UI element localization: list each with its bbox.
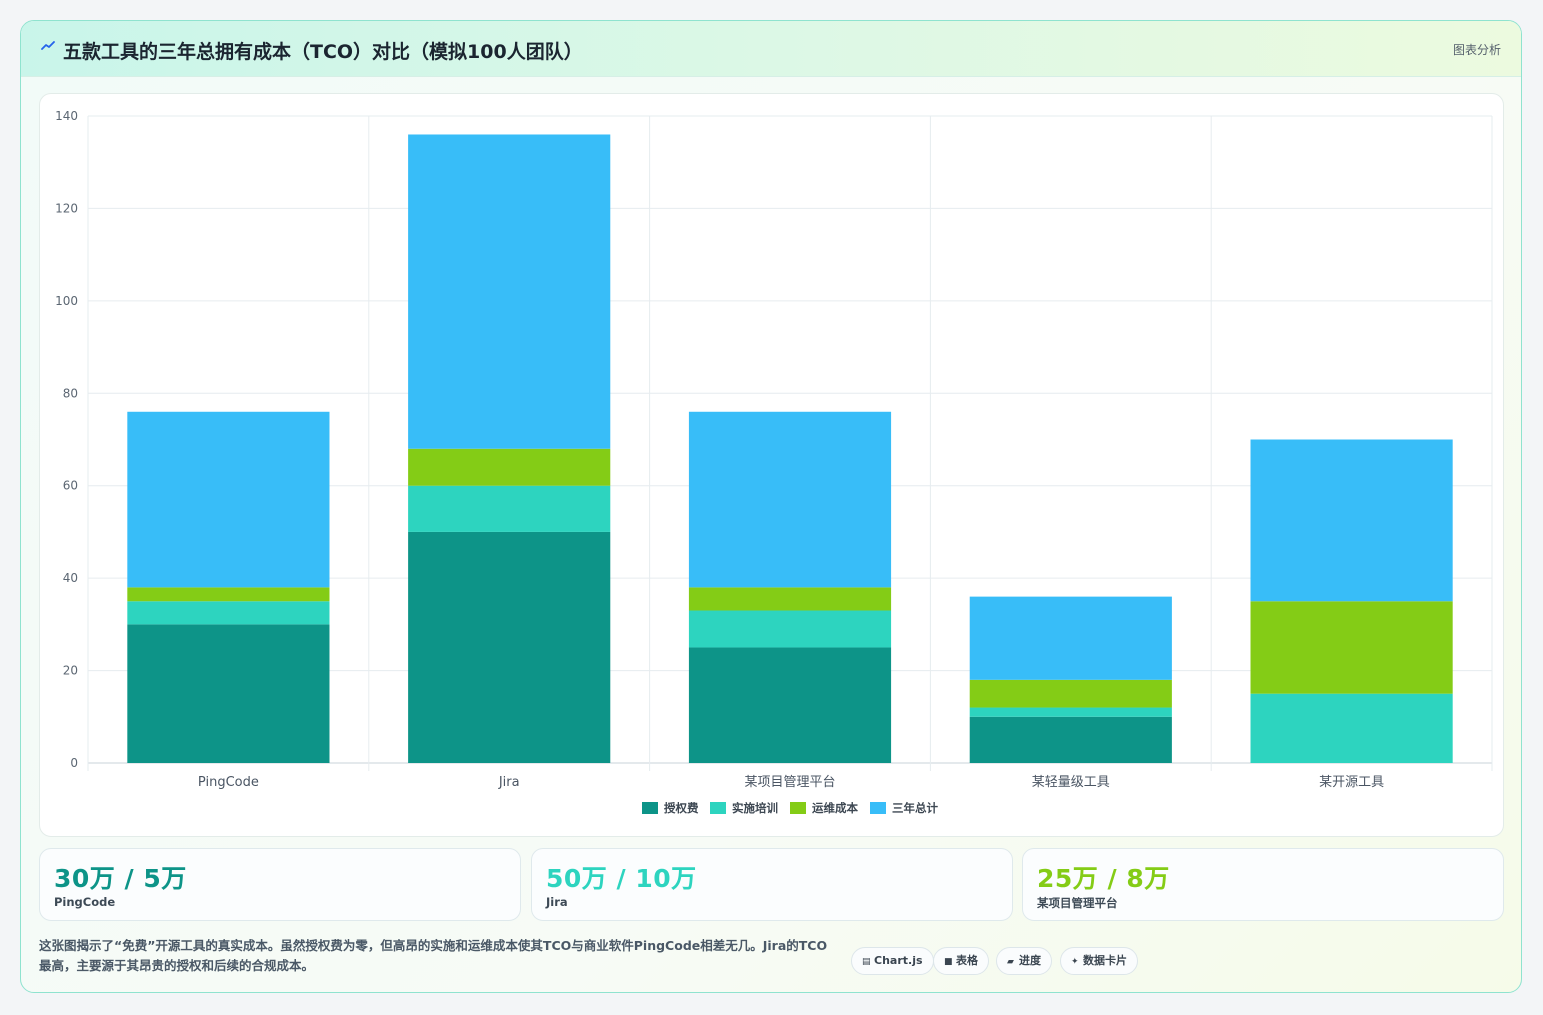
stacked-bar-chart: 0 20 40 60 80 100 120 140 PingCode Jira 某项目管理平台 某轻量… [55, 109, 1493, 815]
bar-segment [127, 411, 330, 588]
y-tick-label: 40 [63, 571, 78, 585]
bar-segment [127, 601, 330, 625]
chip-label: Chart.js [874, 954, 923, 967]
bar-segment [1250, 439, 1453, 602]
chart-insight-note: 这张图揭示了“免费”开源工具的真实成本。虽然授权费为零，但高昂的实施和运维成本使… [39, 938, 828, 973]
legend-label: 运维成本 [812, 801, 858, 815]
chart-analysis-tag: 图表分析 [1452, 43, 1501, 57]
y-tick-label: 20 [63, 664, 78, 678]
x-tick-label: PingCode [198, 775, 259, 790]
chip-table[interactable]: ■ 表格 [933, 947, 989, 975]
chip-chartjs[interactable]: ▤ Chart.js [851, 947, 934, 975]
kpi-card-pingcode: 30万 / 5万 PingCode [39, 848, 521, 921]
chip-label: 表格 [956, 954, 978, 967]
chip-data-card[interactable]: ✦ 数据卡片 [1060, 947, 1138, 975]
card-header: 五款工具的三年总拥有成本（TCO）对比（模拟100人团队） 图表分析 [21, 21, 1521, 77]
x-tick-label: Jira [498, 775, 520, 790]
sparkle-icon: ✦ [1071, 957, 1079, 967]
kpi-value: 30万 / 5万 [54, 864, 187, 893]
chart-card: 五款工具的三年总拥有成本（TCO）对比（模拟100人团队） 图表分析 0 20 40… [20, 20, 1522, 993]
y-tick-label: 100 [55, 294, 78, 308]
table-icon: ■ [944, 957, 953, 967]
legend-swatch [790, 802, 806, 814]
bar-segment [969, 707, 1172, 717]
kpi-label: 某项目管理平台 [1037, 896, 1118, 910]
bar-segment [969, 596, 1172, 680]
y-tick-label: 60 [63, 479, 78, 493]
bar-segment [127, 587, 330, 602]
kpi-label: Jira [546, 895, 568, 909]
bar-segment [408, 134, 611, 449]
bar-segment [408, 531, 611, 763]
bar-segment [688, 587, 892, 611]
bar-segment [688, 647, 892, 763]
legend-swatch [710, 802, 726, 814]
y-tick-label: 120 [55, 201, 78, 215]
bar-segment [1250, 601, 1453, 694]
kpi-value: 25万 / 8万 [1037, 864, 1170, 893]
kpi-card-platform: 25万 / 8万 某项目管理平台 [1022, 848, 1504, 921]
kpi-value: 50万 / 10万 [546, 864, 697, 893]
y-tick-label: 0 [70, 756, 78, 770]
kpi-card-jira: 50万 / 10万 Jira [531, 848, 1013, 921]
bar-segment [688, 610, 892, 648]
chip-progress[interactable]: ▰ 进度 [996, 947, 1052, 975]
bar-segment [408, 485, 611, 532]
bar-segment [408, 448, 611, 486]
chart-panel: 0 20 40 60 80 100 120 140 PingCode Jira 某项目管理平台 某轻量… [39, 93, 1504, 837]
y-tick-label: 80 [63, 386, 78, 400]
chip-label: 数据卡片 [1083, 954, 1127, 967]
bar-segment [127, 624, 330, 763]
x-tick-label: 某轻量级工具 [1032, 775, 1110, 790]
trend-icon [41, 41, 55, 50]
y-tick-label: 140 [55, 109, 78, 123]
legend-label: 实施培训 [732, 801, 778, 815]
x-tick-label: 某开源工具 [1319, 775, 1384, 790]
bar-segment [969, 679, 1172, 708]
legend-swatch [642, 802, 658, 814]
kpi-label: PingCode [54, 895, 116, 909]
legend-label: 授权费 [664, 801, 699, 815]
bar-segment [969, 716, 1172, 763]
legend-swatch [870, 802, 886, 814]
x-tick-label: 某项目管理平台 [744, 775, 835, 790]
chart-icon: ▤ [862, 957, 871, 967]
legend-label: 三年总计 [892, 801, 938, 815]
bar-segment [1250, 693, 1453, 763]
chart-title: 五款工具的三年总拥有成本（TCO）对比（模拟100人团队） [63, 41, 583, 63]
bar-segment [688, 411, 892, 588]
chip-label: 进度 [1019, 954, 1041, 967]
progress-icon: ▰ [1007, 957, 1014, 967]
